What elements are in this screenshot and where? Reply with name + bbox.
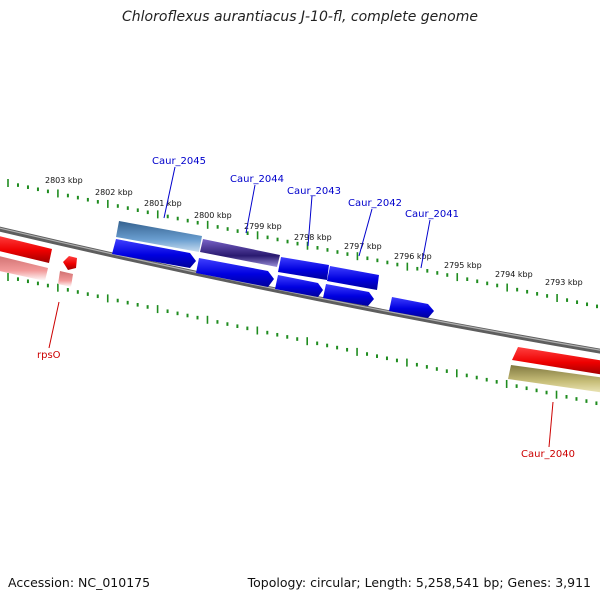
gene-arrow-caur2042 bbox=[327, 266, 379, 290]
lower-tick-scale bbox=[7, 273, 598, 406]
topology-text: Topology: circular; Length: 5,258,541 bp… bbox=[247, 575, 591, 590]
tick-label: 2796 kbp bbox=[394, 252, 432, 261]
tick-label: 2798 kbp bbox=[294, 233, 332, 242]
gene-arrow-caur2044-a bbox=[196, 258, 274, 287]
tick-label: 2801 kbp bbox=[144, 199, 182, 208]
gene-arrow-left-red bbox=[0, 236, 52, 263]
gene-label-caur2041: Caur_2041 bbox=[405, 209, 459, 220]
gene-arrow-caur2045 bbox=[112, 239, 196, 268]
gene-label-rpso: rpsO bbox=[37, 350, 61, 361]
tick-label: 2793 kbp bbox=[545, 278, 583, 287]
tick-label: 2799 kbp bbox=[244, 222, 282, 231]
tick-label: 2800 kbp bbox=[194, 211, 232, 220]
gene-label-caur2040: Caur_2040 bbox=[521, 449, 575, 460]
tick-label: 2803 kbp bbox=[45, 176, 83, 185]
tick-label: 2797 kbp bbox=[344, 242, 382, 251]
gene-label-caur2042: Caur_2042 bbox=[348, 198, 402, 209]
gene-feature-left-pink bbox=[0, 256, 48, 281]
tick-label: 2795 kbp bbox=[444, 261, 482, 270]
genome-backbone bbox=[0, 226, 600, 354]
map-title: Chloroflexus aurantiacus J-10-fl, comple… bbox=[122, 9, 478, 25]
upper-tick-scale bbox=[7, 179, 599, 309]
gene-arrow-caur2043-b bbox=[275, 275, 323, 297]
gene-feature-caur2045-outer bbox=[116, 221, 202, 252]
gene-arrow-caur2041 bbox=[389, 297, 434, 318]
gene-arrow-caur2043-a bbox=[278, 257, 329, 280]
gene-label-caur2043: Caur_2043 bbox=[287, 186, 341, 197]
gene-arrow-caur2040 bbox=[512, 347, 600, 375]
accession-text: Accession: NC_010175 bbox=[8, 575, 151, 590]
gene-feature-caur2044-outer bbox=[200, 239, 280, 267]
gene-label-caur2044: Caur_2044 bbox=[230, 174, 284, 185]
gene-label-caur2045: Caur_2045 bbox=[152, 156, 206, 167]
gene-arrow-caur2042-b bbox=[323, 284, 374, 306]
gene-feature-rpso-pink bbox=[58, 271, 73, 287]
gene-arrow-rpso bbox=[63, 256, 77, 270]
tick-label: 2802 kbp bbox=[95, 188, 133, 197]
gene-feature-caur2040-olive bbox=[508, 365, 600, 393]
tick-labels: 2803 kbp 2802 kbp 2801 kbp 2800 kbp 2799 kbp… bbox=[45, 176, 583, 287]
tick-label: 2794 kbp bbox=[495, 270, 533, 279]
